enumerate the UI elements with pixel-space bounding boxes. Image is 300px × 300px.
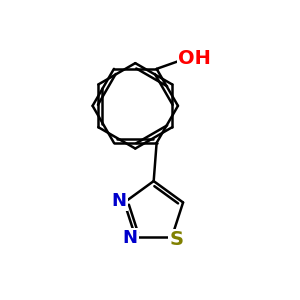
- Text: N: N: [123, 230, 138, 247]
- Text: OH: OH: [178, 49, 211, 68]
- Text: S: S: [169, 230, 183, 250]
- Text: N: N: [112, 192, 127, 210]
